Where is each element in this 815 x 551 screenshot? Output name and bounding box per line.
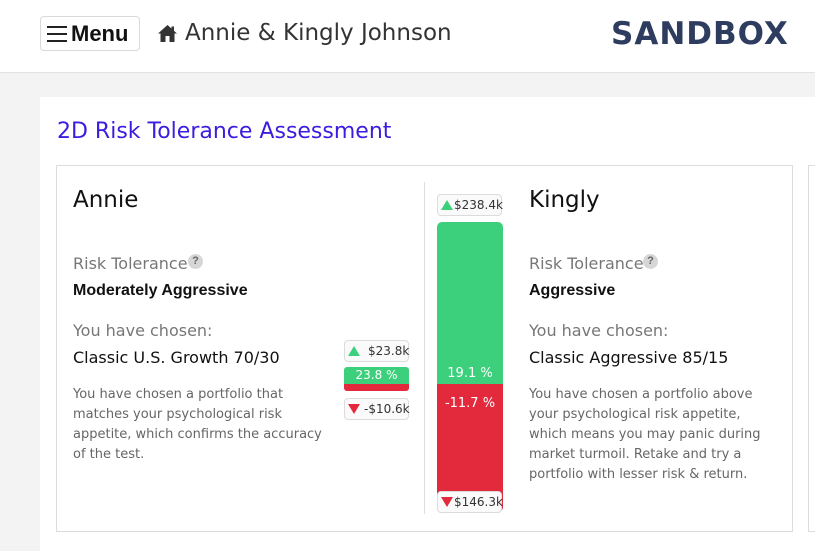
chosen-label: You have chosen: <box>529 321 669 340</box>
home-icon[interactable] <box>158 25 177 42</box>
client-name[interactable]: Annie & Kingly Johnson <box>185 20 452 46</box>
risk-tolerance-label: Risk Tolerance <box>529 254 644 273</box>
triangle-down-icon <box>441 497 453 507</box>
risk-tolerance-value: Aggressive <box>529 282 616 299</box>
portfolio-description: You have chosen a portfolio that matches… <box>73 387 322 462</box>
person-name-kingly: Kingly <box>529 187 600 213</box>
question-circle-icon[interactable]: ? <box>188 254 203 269</box>
sandbox-logo[interactable]: SANDBOX <box>611 16 789 52</box>
triangle-down-icon <box>348 404 360 414</box>
gain-amount: $238.4k <box>454 198 503 212</box>
menu-button[interactable]: Menu <box>40 16 140 51</box>
gain-amount-badge: $23.8k <box>344 340 409 362</box>
hamburger-icon <box>47 25 67 42</box>
triangle-up-icon <box>348 346 360 356</box>
loss-amount: $146.3k <box>454 495 503 509</box>
gain-segment <box>437 222 503 384</box>
gain-percent: 23.8 % <box>344 367 409 384</box>
page-title: 2D Risk Tolerance Assessment <box>57 119 392 144</box>
menu-label: Menu <box>71 20 129 46</box>
gain-amount-badge: $238.4k <box>437 194 503 216</box>
triangle-up-icon <box>441 200 453 210</box>
loss-percent: -11.7 % <box>444 396 496 411</box>
gain-percent: 19.1 % <box>447 366 493 381</box>
gain-amount: $23.8k <box>368 344 410 358</box>
loss-amount-badge: $146.3k <box>437 491 503 513</box>
loss-segment <box>344 384 409 391</box>
risk-bar: 19.1 % -11.7 % <box>437 222 503 512</box>
risk-tolerance-label: Risk Tolerance <box>73 254 188 273</box>
risk-tolerance-value: Moderately Aggressive <box>73 282 248 299</box>
chosen-portfolio: Classic U.S. Growth 70/30 <box>73 348 280 367</box>
portfolio-description: You have chosen a portfolio above your p… <box>529 387 761 482</box>
chosen-label: You have chosen: <box>73 321 213 340</box>
column-divider <box>424 182 425 514</box>
assessment-panel: 2D Risk Tolerance Assessment <box>40 97 815 551</box>
loss-amount: -$10.6k <box>364 402 410 416</box>
person-name-annie: Annie <box>73 187 139 213</box>
chosen-portfolio: Classic Aggressive 85/15 <box>529 348 729 367</box>
loss-amount-badge: -$10.6k <box>344 398 410 420</box>
question-circle-icon[interactable]: ? <box>643 254 658 269</box>
loss-segment <box>437 384 503 512</box>
next-card-edge <box>808 165 815 532</box>
top-header: Menu Annie & Kingly Johnson SANDBOX <box>0 0 815 73</box>
mini-risk-bar: 23.8 % <box>344 367 409 391</box>
